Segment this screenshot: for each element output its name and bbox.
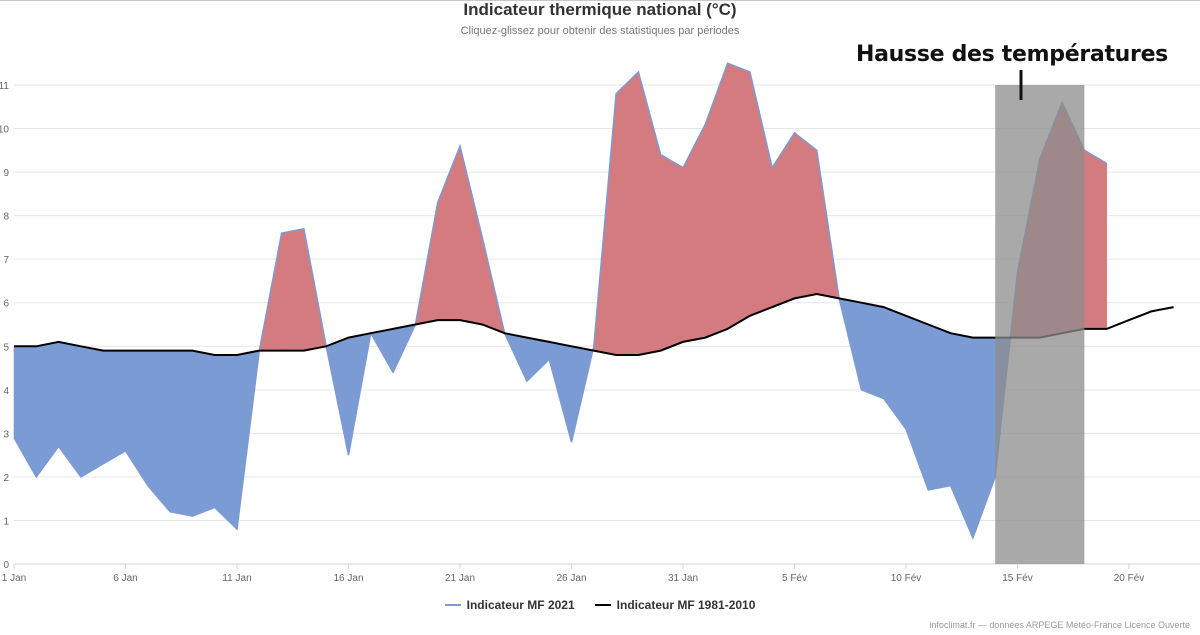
x-tick-label: 5 Fév xyxy=(782,573,807,584)
x-tick-label: 16 Jan xyxy=(333,573,363,584)
series-line-1981-2010 xyxy=(14,292,1174,356)
x-tick-label: 15 Fév xyxy=(1002,573,1033,584)
legend-label-2021: Indicateur MF 2021 xyxy=(466,598,575,612)
y-tick-label: 3 xyxy=(3,429,9,440)
anomaly-above-segment xyxy=(727,62,751,330)
y-tick-label: 0 xyxy=(3,560,9,571)
anomaly-above-segment xyxy=(660,154,684,352)
x-tick-label: 1 Jan xyxy=(2,573,26,584)
legend: Indicateur MF 2021 Indicateur MF 1981-20… xyxy=(0,598,1200,612)
anomaly-below-segment xyxy=(192,350,215,517)
x-tick-label: 31 Jan xyxy=(668,573,698,584)
legend-item-normal[interactable]: Indicateur MF 1981-2010 xyxy=(594,598,756,612)
y-tick-label: 7 xyxy=(3,255,9,266)
legend-label-normal: Indicateur MF 1981-2010 xyxy=(616,598,756,612)
x-tick-label: 21 Jan xyxy=(445,573,475,584)
anomaly-below-segment xyxy=(35,341,59,478)
anomaly-below-segment xyxy=(950,332,974,539)
anomaly-below-segment xyxy=(125,350,149,487)
y-tick-label: 4 xyxy=(3,386,9,397)
highlight-band xyxy=(995,85,1085,564)
anomaly-above-segment xyxy=(459,145,483,325)
y-tick-label: 6 xyxy=(3,299,9,310)
legend-swatch-2021 xyxy=(444,604,461,606)
x-tick-label: 20 Fév xyxy=(1114,573,1145,584)
anomaly-above-segment xyxy=(771,131,795,308)
credits-text[interactable]: infoclimat.fr — données ARPEGE Météo-Fra… xyxy=(929,620,1190,630)
anomaly-above-segment xyxy=(281,228,305,351)
y-tick-label: 11 xyxy=(0,81,9,92)
chart-subtitle: Cliquez-glissez pour obtenir des statist… xyxy=(460,25,740,37)
anomaly-above-segment xyxy=(682,124,706,343)
x-tick-label: 26 Jan xyxy=(556,573,586,584)
x-tick-label: 11 Jan xyxy=(222,573,251,584)
legend-item-2021[interactable]: Indicateur MF 2021 xyxy=(444,598,575,612)
anomaly-below-segment xyxy=(861,302,885,399)
anomaly-below-segment xyxy=(927,324,951,491)
anomaly-above-segment xyxy=(704,63,728,339)
y-tick-label: 9 xyxy=(3,168,9,179)
anomaly-below-segment xyxy=(80,345,104,478)
anomaly-above-segment xyxy=(794,132,818,299)
series-line-2021 xyxy=(13,62,1108,540)
x-tick-label: 6 Jan xyxy=(113,573,137,584)
top-border xyxy=(0,0,1200,1)
anomaly-above-segment xyxy=(749,71,773,317)
anomaly-below-segment xyxy=(58,341,82,478)
y-tick-label: 2 xyxy=(3,473,9,484)
anomaly-above-segment xyxy=(1084,149,1107,330)
anomaly-below-segment xyxy=(147,350,171,513)
y-tick-label: 5 xyxy=(3,342,9,353)
legend-swatch-normal xyxy=(594,604,611,606)
anomaly-above-segment xyxy=(615,71,639,356)
anomaly-below-segment xyxy=(526,337,550,382)
x-tick-label: 10 Fév xyxy=(891,573,922,584)
y-tick-label: 1 xyxy=(3,516,9,527)
anomaly-below-segment xyxy=(102,350,126,465)
anomaly-below-segment xyxy=(169,350,193,517)
chart-title: Indicateur thermique national (°C) xyxy=(463,0,737,19)
y-tick-label: 10 xyxy=(0,125,9,136)
anomaly-below-segment xyxy=(214,354,238,530)
anomaly-below-segment xyxy=(883,306,907,430)
annotation-label: Hausse des températures xyxy=(856,42,1168,67)
y-tick-label: 8 xyxy=(3,212,9,223)
anomaly-below-segment xyxy=(905,315,929,491)
